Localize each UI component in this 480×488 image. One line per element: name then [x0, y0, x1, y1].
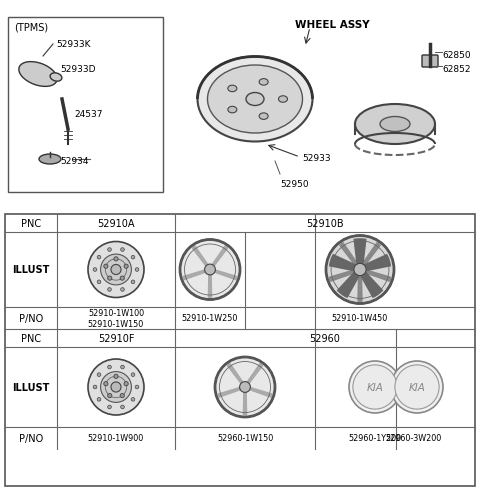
Circle shape	[124, 264, 128, 269]
Circle shape	[395, 365, 439, 409]
Ellipse shape	[380, 117, 410, 132]
Circle shape	[120, 276, 124, 281]
Text: 62852: 62852	[442, 65, 470, 74]
Circle shape	[104, 382, 108, 386]
Text: 52933K: 52933K	[56, 40, 91, 49]
Circle shape	[108, 366, 111, 369]
Text: WHEEL ASSY: WHEEL ASSY	[295, 20, 370, 30]
Text: 52950: 52950	[280, 180, 309, 189]
Circle shape	[111, 265, 121, 275]
FancyBboxPatch shape	[422, 56, 438, 68]
Circle shape	[131, 256, 135, 260]
Circle shape	[93, 268, 97, 272]
Text: 52910-1W900: 52910-1W900	[88, 434, 144, 443]
Text: 52910-1W250: 52910-1W250	[182, 314, 238, 323]
Circle shape	[120, 394, 124, 398]
Circle shape	[326, 236, 394, 304]
Circle shape	[97, 398, 101, 401]
Text: ILLUST: ILLUST	[12, 265, 50, 275]
Text: PNC: PNC	[21, 333, 41, 343]
Circle shape	[180, 240, 240, 300]
Text: 62850: 62850	[442, 51, 470, 60]
Text: 52934: 52934	[60, 157, 88, 165]
Ellipse shape	[207, 66, 302, 134]
Circle shape	[101, 255, 132, 285]
Text: ILLUST: ILLUST	[12, 382, 50, 392]
Circle shape	[124, 382, 128, 386]
Text: 52910B: 52910B	[306, 219, 344, 228]
Circle shape	[108, 276, 112, 281]
Text: P/NO: P/NO	[19, 313, 43, 324]
Circle shape	[108, 406, 111, 409]
Text: 24537: 24537	[74, 110, 103, 119]
Text: P/NO: P/NO	[19, 433, 43, 443]
Circle shape	[111, 382, 121, 392]
Circle shape	[114, 374, 118, 379]
Ellipse shape	[50, 74, 62, 82]
Ellipse shape	[197, 58, 312, 142]
Circle shape	[101, 372, 132, 403]
Ellipse shape	[228, 86, 237, 93]
Circle shape	[353, 365, 397, 409]
Circle shape	[108, 288, 111, 292]
Circle shape	[108, 394, 112, 398]
Text: KIA: KIA	[408, 382, 425, 392]
Circle shape	[131, 281, 135, 284]
Circle shape	[88, 359, 144, 415]
Circle shape	[391, 361, 443, 413]
Circle shape	[114, 257, 118, 262]
Text: 52960: 52960	[310, 333, 340, 343]
Text: 52960-1Y200: 52960-1Y200	[348, 434, 402, 443]
Ellipse shape	[246, 93, 264, 106]
Text: 52910-1W450: 52910-1W450	[332, 314, 388, 323]
Text: 52933D: 52933D	[60, 65, 96, 74]
Circle shape	[97, 281, 101, 284]
Text: 52933: 52933	[302, 154, 331, 163]
Circle shape	[349, 361, 401, 413]
Circle shape	[131, 373, 135, 377]
Circle shape	[240, 382, 251, 392]
Text: (TPMS): (TPMS)	[14, 23, 48, 33]
Circle shape	[120, 366, 124, 369]
Circle shape	[120, 406, 124, 409]
Text: KIA: KIA	[367, 382, 384, 392]
Circle shape	[215, 357, 275, 417]
Ellipse shape	[259, 114, 268, 120]
Text: 52910F: 52910F	[98, 333, 134, 343]
Circle shape	[135, 268, 139, 272]
Circle shape	[135, 386, 139, 389]
Ellipse shape	[39, 155, 61, 164]
Ellipse shape	[228, 107, 237, 114]
Circle shape	[131, 398, 135, 401]
Ellipse shape	[278, 97, 288, 103]
Circle shape	[354, 264, 366, 276]
Ellipse shape	[19, 62, 57, 87]
Ellipse shape	[355, 105, 435, 145]
Circle shape	[93, 386, 97, 389]
Circle shape	[97, 256, 101, 260]
Bar	[5, 215, 475, 486]
Text: 52910A: 52910A	[97, 219, 135, 228]
Circle shape	[108, 248, 111, 252]
Circle shape	[120, 288, 124, 292]
Ellipse shape	[259, 80, 268, 86]
Text: 52910-1W100
52910-1W150: 52910-1W100 52910-1W150	[88, 308, 144, 329]
Bar	[8, 18, 163, 193]
Circle shape	[120, 248, 124, 252]
Text: 52960-3W200: 52960-3W200	[385, 434, 441, 443]
Text: PNC: PNC	[21, 219, 41, 228]
Text: 52960-1W150: 52960-1W150	[217, 434, 273, 443]
Circle shape	[104, 264, 108, 269]
Circle shape	[97, 373, 101, 377]
Circle shape	[204, 264, 216, 275]
Circle shape	[88, 242, 144, 298]
